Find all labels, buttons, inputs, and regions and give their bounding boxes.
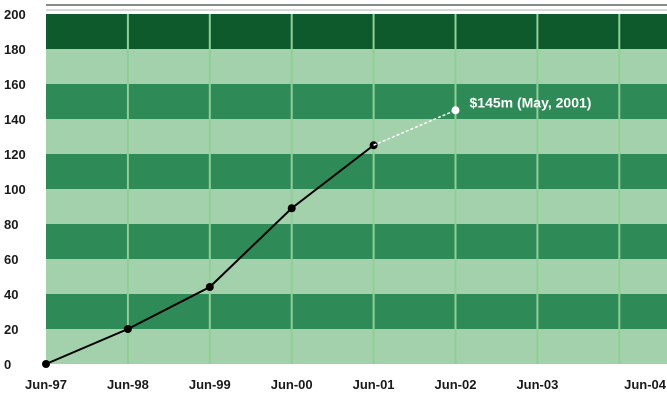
y-tick-label: 120 [4, 147, 26, 162]
band-2 [46, 259, 667, 294]
data-point [287, 204, 296, 213]
y-tick-label: 200 [4, 7, 26, 22]
band-5 [46, 154, 667, 189]
band-7 [46, 84, 667, 119]
x-tick-label: Jun-98 [107, 377, 149, 392]
annotation-layer: $145m (May, 2001) [470, 94, 592, 110]
x-tick-label: Jun-99 [189, 377, 231, 392]
x-tick-label: Jun-04 [624, 377, 667, 392]
band-0 [46, 329, 667, 364]
series-layer [42, 106, 460, 368]
band-9 [46, 14, 667, 49]
y-tick-label: 0 [4, 357, 11, 372]
projection-label: $145m (May, 2001) [470, 94, 592, 110]
data-point [205, 283, 214, 291]
y-tick-label: 140 [4, 112, 26, 127]
y-tick-label: 20 [4, 322, 18, 337]
y-tick-label: 60 [4, 252, 18, 267]
y-tick-label: 100 [4, 182, 26, 197]
y-tick-label: 160 [4, 77, 26, 92]
projection-point [451, 106, 460, 115]
band-6 [46, 119, 667, 154]
x-tick-label: Jun-03 [516, 377, 558, 392]
x-tick-label: Jun-97 [25, 377, 67, 392]
x-axis-tick-labels: Jun-97 Jun-98 Jun-99 Jun-00 Jun-01 Jun-02 Jun-… [25, 377, 667, 392]
background-bands [46, 4, 667, 364]
x-tick-label: Jun-01 [353, 377, 395, 392]
y-tick-label: 180 [4, 42, 26, 57]
band-3 [46, 224, 667, 259]
band-4 [46, 189, 667, 224]
x-tick-label: Jun-00 [271, 377, 313, 392]
y-tick-label: 40 [4, 287, 18, 302]
vertical-gridlines [126, 14, 621, 364]
y-tick-label: 80 [4, 217, 18, 232]
x-tick-label: Jun-02 [435, 377, 477, 392]
y-axis-tick-labels: 0 20 40 60 80 100 120 140 160 180 200 [4, 7, 26, 372]
data-point [123, 325, 132, 333]
band-1 [46, 294, 667, 329]
band-8 [46, 49, 667, 84]
data-point [42, 360, 50, 368]
